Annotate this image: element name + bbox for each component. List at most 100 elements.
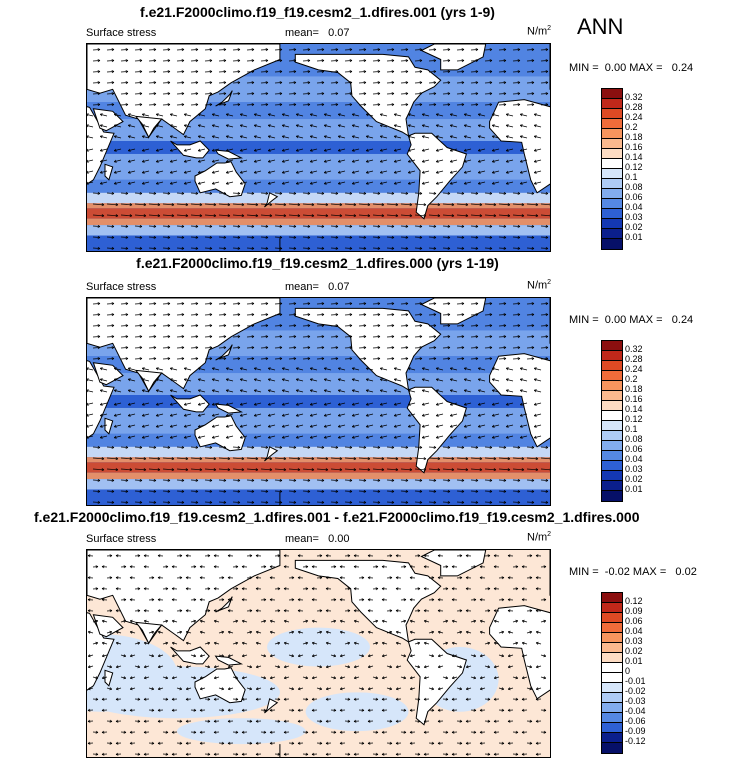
colorbar-swatch <box>602 461 622 471</box>
colorbar-swatch <box>602 743 622 753</box>
panel-3-units-exp: 2 <box>547 531 552 538</box>
colorbar-label: 0.12 <box>625 414 643 424</box>
colorbar-label: 0.02 <box>625 474 643 484</box>
wind-stress-vectors <box>87 554 547 756</box>
colorbar-label: 0.16 <box>625 142 643 152</box>
colorbar-swatch <box>602 673 622 683</box>
colorbar-label: 0.28 <box>625 102 643 112</box>
colorbar-swatch <box>602 713 622 723</box>
panel-1-min-value: 0.00 <box>604 62 627 74</box>
panel-3-minmax: MIN = -0.02 MAX = 0.02 <box>569 566 697 578</box>
colorbar-swatch <box>602 491 622 501</box>
colorbar-label: 0.03 <box>625 464 643 474</box>
colorbar-swatch <box>602 693 622 703</box>
landmass <box>406 386 468 474</box>
landmass <box>420 550 487 577</box>
colorbar-label: 0.14 <box>625 404 643 414</box>
colorbar-label: 0.04 <box>625 626 643 636</box>
colorbar-swatch <box>602 179 622 189</box>
colorbar-label: 0.2 <box>625 374 638 384</box>
panel-3-mean-label: mean= <box>285 533 319 545</box>
landmass <box>406 132 468 220</box>
landmass <box>420 44 487 71</box>
colorbar-label: 0.18 <box>625 384 643 394</box>
colorbar-label: 0.01 <box>625 484 643 494</box>
landmass <box>134 621 163 645</box>
colorbar-label: 0.08 <box>625 182 643 192</box>
colorbar-swatch <box>602 109 622 119</box>
landmass <box>489 99 550 194</box>
colorbar-swatch <box>602 189 622 199</box>
panel-2-max-value: 0.24 <box>671 314 694 326</box>
colorbar-label: -0.03 <box>625 696 646 706</box>
panel-2-minmax: MIN = 0.00 MAX = 0.24 <box>569 314 693 326</box>
colorbar-swatch <box>602 593 622 603</box>
landmass <box>214 149 244 160</box>
colorbar-label: 0.32 <box>625 92 643 102</box>
colorbar-swatch <box>602 633 622 643</box>
colorbar-label: 0.01 <box>625 232 643 242</box>
wind-stress-vectors <box>87 48 550 250</box>
panel-1-mean-label: mean= <box>285 27 319 39</box>
panel-1-colorbar <box>601 88 623 250</box>
landmass <box>194 415 246 452</box>
colorbar-swatch <box>602 723 622 733</box>
colorbar-swatch <box>602 361 622 371</box>
panel-2-units: N/m2 <box>527 279 551 292</box>
landmass <box>420 298 487 325</box>
colorbar-swatch <box>602 481 622 491</box>
colorbar-label: 0.06 <box>625 192 643 202</box>
panel-2-max-label: MAX = <box>629 314 663 326</box>
colorbar-label: 0.1 <box>625 172 638 182</box>
panel-2-units-exp: 2 <box>547 279 552 286</box>
colorbar-label: 0.02 <box>625 646 643 656</box>
colorbar-swatch <box>602 471 622 481</box>
colorbar-swatch <box>602 431 622 441</box>
panel-1-units-text: N/m <box>527 25 548 38</box>
panel-1-map <box>86 43 551 252</box>
colorbar-swatch <box>602 129 622 139</box>
panel-2-mean-label: mean= <box>285 281 319 293</box>
landmass <box>406 638 468 726</box>
colorbar-swatch <box>602 139 622 149</box>
colorbar-label: -0.02 <box>625 686 646 696</box>
colorbar-swatch <box>602 421 622 431</box>
landmass <box>87 360 115 439</box>
landmass <box>194 667 246 704</box>
season-label: ANN <box>577 14 624 39</box>
colorbar-label: 0.04 <box>625 202 643 212</box>
colorbar-label: 0.06 <box>625 444 643 454</box>
panel-3-colorbar <box>601 592 623 754</box>
colorbar-label: 0.28 <box>625 354 643 364</box>
panel-2-variable: Surface stress <box>86 281 157 293</box>
colorbar-swatch <box>602 603 622 613</box>
panel-1-min-label: MIN = <box>569 62 599 74</box>
colorbar-swatch <box>602 341 622 351</box>
panel-1-mean-value: 0.07 <box>328 27 350 39</box>
colorbar-swatch <box>602 401 622 411</box>
colorbar-label: 0.12 <box>625 596 643 606</box>
landmass <box>215 90 233 107</box>
landmass <box>264 446 279 462</box>
colorbar-label: 0.24 <box>625 364 643 374</box>
colorbar-swatch <box>602 89 622 99</box>
landmass <box>87 106 115 185</box>
landmass <box>92 614 124 638</box>
panel-3-max-value: 0.02 <box>675 566 697 578</box>
colorbar-label: 0 <box>625 666 631 676</box>
panel-1-variable: Surface stress <box>86 27 157 39</box>
panel-1-minmax: MIN = 0.00 MAX = 0.24 <box>569 62 693 74</box>
panel-1-title: f.e21.F2000climo.f19_f19.cesm2_1.dfires.… <box>140 4 495 20</box>
panel-3-mean-value: 0.00 <box>328 533 350 545</box>
panel-3-min-label: MIN = <box>569 566 599 578</box>
colorbar-swatch <box>602 229 622 239</box>
panel-2-title: f.e21.F2000climo.f19_f19.cesm2_1.dfires.… <box>136 255 499 271</box>
landmass <box>87 612 115 691</box>
colorbar-label: 0.1 <box>625 424 638 434</box>
landmass <box>104 163 114 181</box>
colorbar-label: 0.12 <box>625 162 643 172</box>
panel-2-colorbar <box>601 340 623 502</box>
colorbar-swatch <box>602 391 622 401</box>
colorbar-label: 0.09 <box>625 606 643 616</box>
panel-3-map <box>86 549 551 758</box>
